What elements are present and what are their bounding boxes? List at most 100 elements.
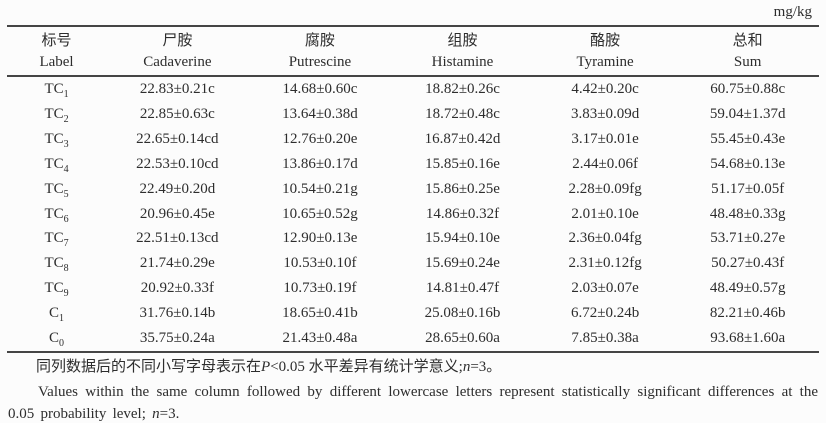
footnote-english: Values within the same column followed b… (8, 381, 818, 423)
value-cell: 2.03±0.07e (571, 280, 639, 297)
value-cell: 22.53±0.10cd (136, 155, 219, 172)
table-row: TC9 20.92±0.33f 10.73±0.19f 14.81±0.47f 2.03… (7, 276, 819, 301)
value-cell: 14.68±0.60c (282, 81, 358, 97)
table-row: TC2 22.85±0.63c 13.64±0.38d 18.72±0.48c 3.83… (7, 102, 819, 127)
value-cell: 18.65±0.41b (282, 305, 358, 322)
value-cell: 22.85±0.63c (139, 105, 215, 122)
row-label-subscript: 7 (63, 238, 69, 250)
col-header-label-zh: 标号 (41, 33, 72, 49)
value-cell: 50.27±0.43f (711, 255, 785, 272)
value-cell: 10.53±0.10f (283, 255, 357, 272)
value-cell: 14.81±0.47f (425, 280, 500, 297)
row-label-subscript: 3 (63, 138, 69, 150)
col-header-histamine-zh: 组胺 (447, 33, 478, 49)
row-label: TC7 (44, 230, 69, 250)
value-cell: 18.72±0.48c (425, 105, 500, 122)
row-label-subscript: 8 (63, 263, 69, 275)
col-header-sum: 总和 Sum (676, 26, 819, 76)
value-cell: 3.17±0.01e (571, 130, 639, 147)
value-cell: 21.74±0.29e (139, 255, 215, 272)
value-cell: 2.44±0.06f (572, 155, 638, 172)
value-cell: 6.72±0.24b (570, 305, 640, 322)
row-label-subscript: 1 (63, 89, 69, 100)
col-header-label-en: Label (39, 54, 74, 70)
value-cell: 20.92±0.33f (140, 280, 214, 297)
footnote-text: =3. (159, 406, 180, 422)
value-cell: 15.86±0.25e (425, 180, 500, 197)
col-header-putrescine-zh: 腐胺 (304, 33, 335, 49)
value-cell: 15.85±0.16e (425, 155, 500, 172)
value-cell: 13.64±0.38d (282, 105, 358, 122)
table-body: TC1 22.83±0.21c 14.68±0.60c 18.82±0.26c 4.42… (7, 76, 819, 352)
row-label-subscript: 2 (63, 113, 69, 125)
value-cell: 31.76±0.14b (139, 305, 216, 322)
value-cell: 93.68±1.60a (710, 330, 786, 347)
col-header-histamine: 组胺 Histamine (391, 26, 534, 76)
value-cell: 22.65±0.14cd (136, 130, 219, 147)
footnote-text: <0.05 水平差异有统计学意义; (270, 359, 463, 375)
value-cell: 53.71±0.27e (710, 230, 786, 247)
value-cell: 2.01±0.10e (571, 205, 639, 222)
table-row: TC4 22.53±0.10cd 13.86±0.17d 15.85±0.16e 2.4… (7, 152, 819, 177)
row-label: TC9 (44, 280, 69, 300)
col-header-label: 标号 Label (7, 26, 106, 76)
value-cell: 82.21±0.46b (709, 305, 786, 322)
header-row: 标号 Label 尸胺 Cadaverine 腐胺 Putrescine 组胺 … (7, 26, 819, 76)
row-label: TC4 (44, 155, 69, 175)
col-header-tyramine-zh: 酪胺 (590, 33, 621, 49)
unit-label: mg/kg (773, 4, 812, 20)
row-label-subscript: 1 (59, 313, 65, 325)
col-header-tyramine: 酪胺 Tyramine (534, 26, 677, 76)
col-header-sum-zh: 总和 (732, 33, 763, 49)
value-cell: 54.68±0.13e (710, 155, 786, 172)
table-row: TC7 22.51±0.13cd 12.90±0.13e 15.94±0.10e 2.3… (7, 226, 819, 251)
value-cell: 25.08±0.16b (424, 305, 501, 322)
value-cell: 22.49±0.20d (139, 180, 216, 197)
value-cell: 18.82±0.26c (425, 81, 500, 97)
row-label: TC5 (44, 180, 69, 200)
value-cell: 4.42±0.20c (571, 81, 639, 97)
footnote-text: 同列数据后的不同小写字母表示在 (36, 359, 262, 375)
col-header-cadaverine: 尸胺 Cadaverine (106, 26, 249, 76)
row-label: TC8 (44, 255, 69, 275)
value-cell: 15.69±0.24e (425, 255, 500, 272)
value-cell: 14.86±0.32f (425, 205, 500, 222)
row-label: TC6 (44, 205, 69, 225)
table-header: 标号 Label 尸胺 Cadaverine 腐胺 Putrescine 组胺 … (7, 26, 819, 76)
value-cell: 2.28±0.09fg (568, 180, 642, 197)
value-cell: 21.43±0.48a (282, 330, 358, 347)
row-label-subscript: 9 (63, 288, 69, 300)
row-label: TC3 (44, 130, 69, 150)
table-row: TC1 22.83±0.21c 14.68±0.60c 18.82±0.26c 4.42… (7, 76, 819, 102)
value-cell: 48.48±0.33g (709, 205, 786, 222)
row-label: TC1 (44, 81, 69, 100)
value-cell: 12.90±0.13e (282, 230, 358, 247)
value-cell: 2.31±0.12fg (568, 255, 642, 272)
footnote-italic-symbol: P (261, 359, 271, 375)
value-cell: 12.76±0.20e (282, 130, 358, 147)
table-row: TC3 22.65±0.14cd 12.76±0.20e 16.87±0.42d 3.1… (7, 127, 819, 152)
value-cell: 55.45±0.43e (710, 130, 786, 147)
value-cell: 22.83±0.21c (139, 81, 215, 97)
table-row: C1 31.76±0.14b 18.65±0.41b 25.08±0.16b 6.72±… (7, 301, 819, 326)
table-row: TC8 21.74±0.29e 10.53±0.10f 15.69±0.24e 2.31… (7, 251, 819, 276)
value-cell: 15.94±0.10e (425, 230, 500, 247)
col-header-putrescine-en: Putrescine (288, 54, 352, 70)
row-label: TC2 (44, 105, 69, 125)
row-label-subscript: 4 (63, 163, 69, 175)
row-label: C0 (49, 330, 65, 350)
table-row: TC5 22.49±0.20d 10.54±0.21g 15.86±0.25e 2.28… (7, 177, 819, 202)
col-header-putrescine: 腐胺 Putrescine (249, 26, 392, 76)
value-cell: 10.54±0.21g (282, 180, 358, 197)
table-footnotes: 同列数据后的不同小写字母表示在P<0.05 水平差异有统计学意义;n=3。 Va… (8, 351, 818, 423)
footnote-text: =3。 (470, 359, 502, 375)
table-row: TC6 20.96±0.45e 10.65±0.52g 14.86±0.32f 2.01… (7, 202, 819, 227)
footnote-italic-symbol: n (462, 359, 471, 375)
value-cell: 28.65±0.60a (425, 330, 500, 347)
col-header-cadaverine-zh: 尸胺 (162, 33, 193, 49)
value-cell: 7.85±0.38a (571, 330, 639, 347)
value-cell: 22.51±0.13cd (136, 230, 219, 247)
value-cell: 10.73±0.19f (283, 280, 357, 297)
value-cell: 48.49±0.57g (709, 280, 786, 297)
